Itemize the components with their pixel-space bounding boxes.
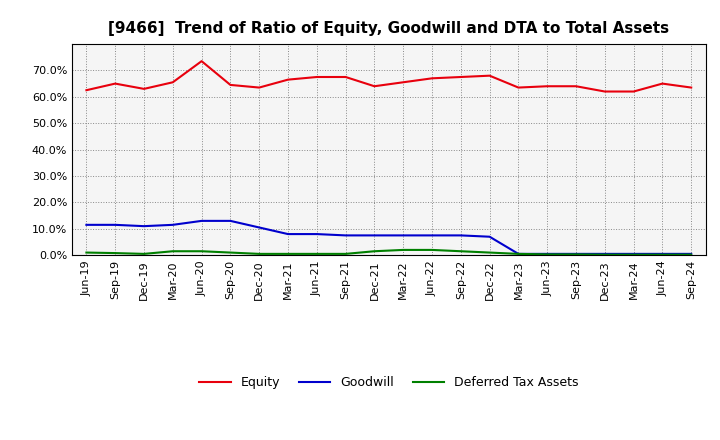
Deferred Tax Assets xyxy=(255,251,264,257)
Goodwill xyxy=(312,231,321,237)
Equity xyxy=(82,88,91,93)
Deferred Tax Assets xyxy=(543,252,552,257)
Goodwill xyxy=(284,231,292,237)
Equity xyxy=(629,89,638,94)
Deferred Tax Assets xyxy=(140,251,148,257)
Deferred Tax Assets xyxy=(197,249,206,254)
Deferred Tax Assets xyxy=(485,250,494,255)
Deferred Tax Assets xyxy=(82,250,91,255)
Deferred Tax Assets xyxy=(341,251,350,257)
Deferred Tax Assets xyxy=(687,252,696,257)
Deferred Tax Assets xyxy=(399,247,408,253)
Goodwill xyxy=(572,251,580,257)
Equity xyxy=(399,80,408,85)
Goodwill xyxy=(82,222,91,227)
Equity xyxy=(658,81,667,86)
Equity xyxy=(341,74,350,80)
Equity xyxy=(687,85,696,90)
Deferred Tax Assets xyxy=(600,252,609,257)
Deferred Tax Assets xyxy=(284,251,292,257)
Goodwill xyxy=(456,233,465,238)
Line: Equity: Equity xyxy=(86,61,691,92)
Goodwill xyxy=(370,233,379,238)
Deferred Tax Assets xyxy=(168,249,177,254)
Goodwill xyxy=(226,218,235,224)
Goodwill xyxy=(658,251,667,257)
Equity xyxy=(312,74,321,80)
Goodwill xyxy=(543,251,552,257)
Legend: Equity, Goodwill, Deferred Tax Assets: Equity, Goodwill, Deferred Tax Assets xyxy=(194,371,583,394)
Equity xyxy=(111,81,120,86)
Equity xyxy=(226,82,235,88)
Goodwill xyxy=(140,224,148,229)
Equity xyxy=(197,59,206,64)
Equity xyxy=(168,80,177,85)
Equity xyxy=(456,74,465,80)
Deferred Tax Assets xyxy=(514,251,523,257)
Equity xyxy=(485,73,494,78)
Goodwill xyxy=(485,234,494,239)
Title: [9466]  Trend of Ratio of Equity, Goodwill and DTA to Total Assets: [9466] Trend of Ratio of Equity, Goodwil… xyxy=(108,21,670,36)
Goodwill xyxy=(687,251,696,257)
Equity xyxy=(140,86,148,92)
Goodwill xyxy=(341,233,350,238)
Deferred Tax Assets xyxy=(629,252,638,257)
Deferred Tax Assets xyxy=(312,251,321,257)
Deferred Tax Assets xyxy=(428,247,436,253)
Equity xyxy=(600,89,609,94)
Goodwill xyxy=(111,222,120,227)
Equity xyxy=(284,77,292,82)
Goodwill xyxy=(197,218,206,224)
Equity xyxy=(543,84,552,89)
Deferred Tax Assets xyxy=(226,250,235,255)
Deferred Tax Assets xyxy=(456,249,465,254)
Deferred Tax Assets xyxy=(572,252,580,257)
Equity xyxy=(370,84,379,89)
Line: Deferred Tax Assets: Deferred Tax Assets xyxy=(86,250,691,255)
Deferred Tax Assets xyxy=(658,252,667,257)
Goodwill xyxy=(629,251,638,257)
Deferred Tax Assets xyxy=(111,250,120,256)
Goodwill xyxy=(255,225,264,230)
Equity xyxy=(255,85,264,90)
Equity xyxy=(572,84,580,89)
Equity xyxy=(514,85,523,90)
Deferred Tax Assets xyxy=(370,249,379,254)
Equity xyxy=(428,76,436,81)
Line: Goodwill: Goodwill xyxy=(86,221,691,254)
Goodwill xyxy=(600,251,609,257)
Goodwill xyxy=(168,222,177,227)
Goodwill xyxy=(399,233,408,238)
Goodwill xyxy=(514,251,523,257)
Goodwill xyxy=(428,233,436,238)
